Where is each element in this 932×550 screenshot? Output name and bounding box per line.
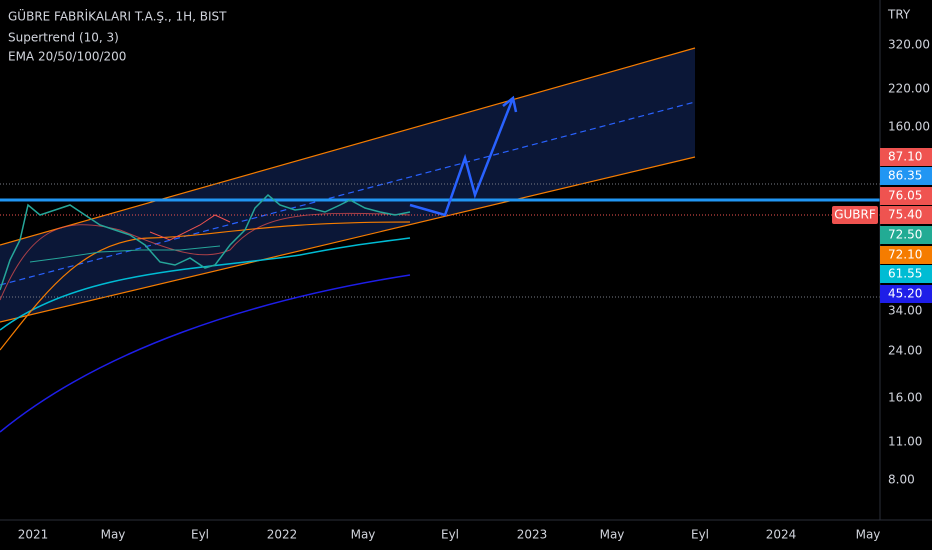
indicator-label: Supertrend (10, 3) <box>8 31 119 45</box>
supertrend <box>149 214 231 241</box>
time-label: 2023 <box>517 528 548 542</box>
price-label: 160.00 <box>888 120 930 134</box>
price-tag: 75.40 <box>888 208 922 222</box>
projection-arrow <box>409 97 515 217</box>
price-tag-bg <box>880 167 932 185</box>
symbol-tag: GUBRF <box>834 208 876 222</box>
price-tag: 45.20 <box>888 287 922 301</box>
price-tag: 61.55 <box>888 267 922 281</box>
price-tag-bg <box>880 246 932 264</box>
time-label: May <box>856 528 881 542</box>
time-label: 2021 <box>18 528 49 542</box>
price-tag-bg <box>880 285 932 303</box>
time-label: 2024 <box>766 528 797 542</box>
ema-20 <box>0 212 411 301</box>
time-label: May <box>101 528 126 542</box>
price-label: 8.00 <box>888 473 915 487</box>
price-tag: 86.35 <box>888 169 922 183</box>
price-path <box>0 193 411 291</box>
ema-100 <box>0 237 411 331</box>
time-label: May <box>351 528 376 542</box>
price-tag: 72.50 <box>888 228 922 242</box>
price-tag: 72.10 <box>888 248 922 262</box>
price-label: 24.00 <box>888 344 922 358</box>
price-tag-bg <box>880 226 932 244</box>
time-label: Eyl <box>691 528 709 542</box>
price-tag: 87.10 <box>888 150 922 164</box>
indicator-label: EMA 20/50/100/200 <box>8 50 126 64</box>
time-label: May <box>600 528 625 542</box>
time-label: Eyl <box>191 528 209 542</box>
time-label: Eyl <box>441 528 459 542</box>
arrow-head <box>502 95 518 113</box>
ema-200 <box>0 274 411 433</box>
price-tag-bg <box>880 206 932 224</box>
channel-fill <box>0 48 695 322</box>
price-tag-bg <box>880 265 932 283</box>
symbol-title: GÜBRE FABRİKALARI T.A.Ş., 1H, BIST <box>8 8 227 24</box>
price-label: 16.00 <box>888 391 922 405</box>
price-label: 11.00 <box>888 435 922 449</box>
ema-50 <box>0 221 411 351</box>
price-tag: 76.05 <box>888 189 922 203</box>
price-label: 34.00 <box>888 304 922 318</box>
symbol-tag-bg <box>832 206 878 224</box>
supertrend <box>29 245 221 263</box>
price-label: 220.00 <box>888 82 930 96</box>
price-label: 320.00 <box>888 38 930 52</box>
channel-upper <box>0 47 696 246</box>
time-label: 2022 <box>267 528 298 542</box>
currency-label: TRY <box>887 8 911 22</box>
price-tag-bg <box>880 148 932 166</box>
price-tag-bg <box>880 187 932 205</box>
